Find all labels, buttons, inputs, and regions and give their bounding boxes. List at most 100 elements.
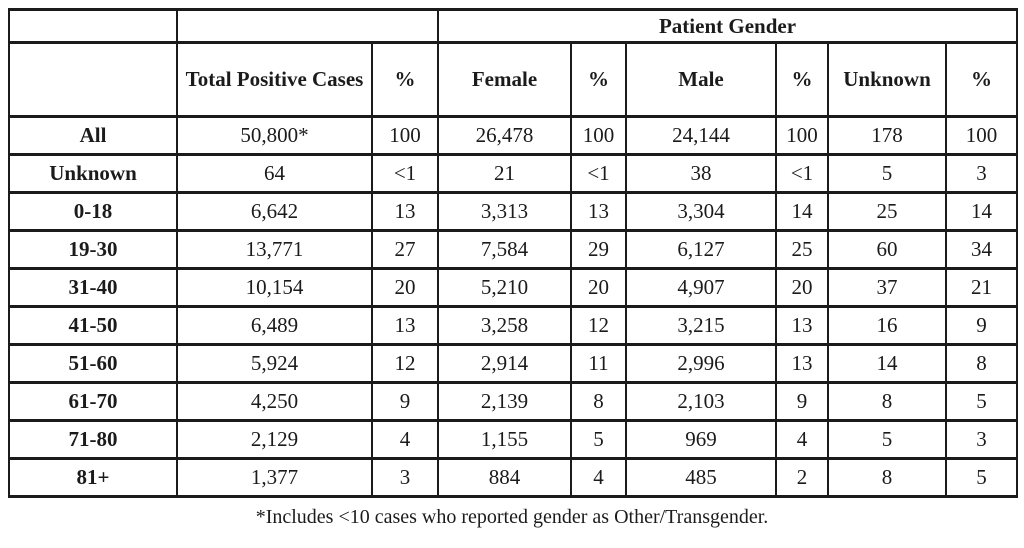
data-cell: <1 bbox=[570, 153, 627, 194]
data-cell: 20 bbox=[371, 267, 439, 308]
corner-cell bbox=[8, 41, 178, 118]
footnote-text: Includes <10 cases who reported gender a… bbox=[265, 506, 769, 528]
data-cell: 485 bbox=[625, 457, 777, 498]
table-row-unknown: Unknown 64 <1 21 <1 38 <1 5 3 bbox=[8, 153, 1019, 194]
data-cell: 64 bbox=[176, 153, 373, 194]
data-cell: 8 bbox=[827, 381, 947, 422]
data-cell: 100 bbox=[944, 115, 1019, 156]
data-cell: 3,215 bbox=[625, 305, 777, 346]
data-cell: 100 bbox=[570, 115, 627, 156]
data-cell: 7,584 bbox=[437, 229, 572, 270]
data-cell: 884 bbox=[437, 457, 572, 498]
data-cell: 8 bbox=[827, 457, 947, 498]
data-cell: 9 bbox=[371, 381, 439, 422]
table-row-41-50: 41-50 6,489 13 3,258 12 3,215 13 16 9 bbox=[8, 305, 1019, 346]
table-row-19-30: 19-30 13,771 27 7,584 29 6,127 25 60 34 bbox=[8, 229, 1019, 270]
data-cell: 3,313 bbox=[437, 191, 572, 232]
data-cell: 13 bbox=[775, 343, 829, 384]
data-cell: 3 bbox=[371, 457, 439, 498]
empty-span-cell bbox=[176, 8, 439, 44]
page: Patient Gender Total Positive Cases % Fe… bbox=[8, 8, 1019, 529]
data-cell: 2,996 bbox=[625, 343, 777, 384]
data-cell: 13 bbox=[570, 191, 627, 232]
data-cell: 16 bbox=[827, 305, 947, 346]
table-row-81-plus: 81+ 1,377 3 884 4 485 2 8 5 bbox=[8, 457, 1019, 498]
data-cell: 1,377 bbox=[176, 457, 373, 498]
col-header-total-positive-cases: Total Positive Cases bbox=[176, 41, 373, 118]
data-cell: 3,258 bbox=[437, 305, 572, 346]
data-cell: 5 bbox=[827, 419, 947, 460]
col-header-unknown: Unknown bbox=[827, 41, 947, 118]
data-cell: 12 bbox=[570, 305, 627, 346]
table-row-61-70: 61-70 4,250 9 2,139 8 2,103 9 8 5 bbox=[8, 381, 1019, 422]
data-cell: 4,907 bbox=[625, 267, 777, 308]
data-cell: 27 bbox=[371, 229, 439, 270]
data-cell: 5,924 bbox=[176, 343, 373, 384]
data-cell: <1 bbox=[775, 153, 829, 194]
data-cell: 13 bbox=[775, 305, 829, 346]
data-cell: 14 bbox=[944, 191, 1019, 232]
row-label: 0-18 bbox=[8, 191, 178, 232]
row-label: 19-30 bbox=[8, 229, 178, 270]
data-cell: 50,800* bbox=[176, 115, 373, 156]
col-header-percent: % bbox=[371, 41, 439, 118]
data-cell: 4 bbox=[570, 457, 627, 498]
col-header-female: Female bbox=[437, 41, 572, 118]
data-cell: 13 bbox=[371, 305, 439, 346]
patient-gender-header: Patient Gender bbox=[436, 8, 1019, 44]
data-cell: 24,144 bbox=[625, 115, 777, 156]
data-cell: 5 bbox=[944, 381, 1019, 422]
data-cell: 100 bbox=[775, 115, 829, 156]
data-cell: 13,771 bbox=[176, 229, 373, 270]
data-cell: 4 bbox=[371, 419, 439, 460]
data-cell: 2 bbox=[775, 457, 829, 498]
data-cell: 34 bbox=[944, 229, 1019, 270]
data-cell: 4,250 bbox=[176, 381, 373, 422]
row-label: 71-80 bbox=[8, 419, 178, 460]
col-header-percent: % bbox=[570, 41, 627, 118]
table-row-71-80: 71-80 2,129 4 1,155 5 969 4 5 3 bbox=[8, 419, 1019, 460]
data-cell: 13 bbox=[371, 191, 439, 232]
data-cell: 25 bbox=[775, 229, 829, 270]
header-row-columns: Total Positive Cases % Female % Male % U… bbox=[8, 41, 1019, 118]
data-cell: 38 bbox=[625, 153, 777, 194]
data-cell: 8 bbox=[944, 343, 1019, 384]
table-row-51-60: 51-60 5,924 12 2,914 11 2,996 13 14 8 bbox=[8, 343, 1019, 384]
data-cell: 11 bbox=[570, 343, 627, 384]
data-cell: 21 bbox=[437, 153, 572, 194]
table-row-31-40: 31-40 10,154 20 5,210 20 4,907 20 37 21 bbox=[8, 267, 1019, 308]
data-cell: 8 bbox=[570, 381, 627, 422]
data-cell: 100 bbox=[371, 115, 439, 156]
row-label: 31-40 bbox=[8, 267, 178, 308]
footnote-asterisk: * bbox=[255, 506, 266, 528]
data-cell: 12 bbox=[371, 343, 439, 384]
data-cell: 10,154 bbox=[176, 267, 373, 308]
data-cell: 1,155 bbox=[437, 419, 572, 460]
data-cell: 5 bbox=[827, 153, 947, 194]
row-label: Unknown bbox=[8, 153, 178, 194]
col-header-percent: % bbox=[944, 41, 1019, 118]
col-header-male: Male bbox=[625, 41, 777, 118]
data-cell: 2,139 bbox=[437, 381, 572, 422]
data-cell: 20 bbox=[570, 267, 627, 308]
data-cell: 25 bbox=[827, 191, 947, 232]
row-label: 41-50 bbox=[8, 305, 178, 346]
data-cell: 37 bbox=[827, 267, 947, 308]
data-cell: 6,127 bbox=[625, 229, 777, 270]
data-cell: 4 bbox=[775, 419, 829, 460]
data-cell: 9 bbox=[944, 305, 1019, 346]
data-cell: 5,210 bbox=[437, 267, 572, 308]
row-label: 51-60 bbox=[8, 343, 178, 384]
data-cell: 5 bbox=[570, 419, 627, 460]
corner-cell bbox=[8, 8, 178, 44]
data-cell: 178 bbox=[827, 115, 947, 156]
footnote: *Includes <10 cases who reported gender … bbox=[8, 506, 1016, 529]
data-cell: 29 bbox=[570, 229, 627, 270]
data-cell: 969 bbox=[625, 419, 777, 460]
header-row-top: Patient Gender bbox=[8, 8, 1019, 44]
data-cell: 21 bbox=[944, 267, 1019, 308]
row-label: 61-70 bbox=[8, 381, 178, 422]
data-cell: 14 bbox=[827, 343, 947, 384]
data-cell: 2,129 bbox=[176, 419, 373, 460]
data-cell: <1 bbox=[371, 153, 439, 194]
